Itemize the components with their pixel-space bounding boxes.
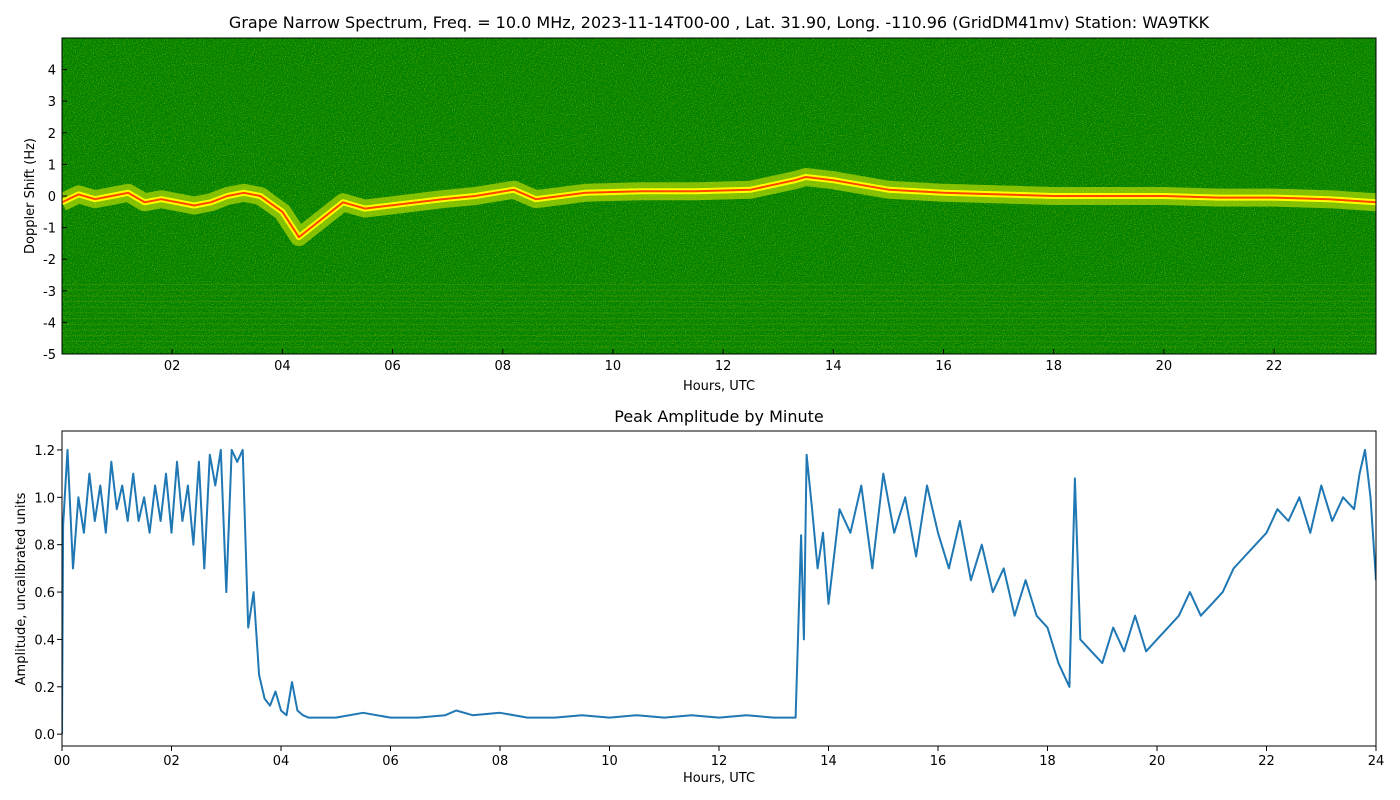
x-tick-label: 08 [492, 754, 509, 769]
x-tick-label: 04 [273, 754, 290, 769]
x-tick-label: 24 [1368, 754, 1385, 769]
amplitude-title: Peak Amplitude by Minute [614, 407, 824, 426]
x-tick-label: 18 [1039, 754, 1056, 769]
x-tick-label: 04 [274, 359, 291, 374]
y-tick-label: 0.4 [34, 633, 55, 648]
y-tick-label: -3 [43, 285, 56, 300]
y-tick-label: 2 [48, 127, 56, 142]
y-tick-label: 1.0 [34, 491, 55, 506]
y-tick-label: 0.8 [34, 539, 55, 554]
amplitude-panel: Peak Amplitude by Minute 00 02 04 06 08 10 12 1… [14, 407, 1384, 786]
spectrogram-noise-bands [62, 283, 1376, 348]
y-tick-label: -1 [43, 222, 56, 237]
y-tick-label: 0.0 [34, 728, 55, 743]
amplitude-x-ticks: 00 02 04 06 08 10 12 14 16 18 20 22 24 [54, 746, 1385, 769]
spectrogram-x-ticks: 02 04 06 08 10 12 14 16 18 20 22 [164, 349, 1282, 374]
amplitude-y-ticks: 0.0 0.2 0.4 0.6 0.8 1.0 1.2 [34, 444, 62, 743]
y-tick-label: 3 [48, 95, 56, 110]
y-tick-label: 0 [48, 190, 56, 205]
spectrogram-y-ticks: -5 -4 -3 -2 -1 0 1 2 3 4 [43, 64, 67, 363]
x-tick-label: 08 [494, 359, 511, 374]
y-tick-label: 1 [48, 158, 56, 173]
doppler-peak-line [62, 176, 1376, 239]
x-tick-label: 10 [601, 754, 618, 769]
x-tick-label: 16 [930, 754, 947, 769]
x-tick-label: 18 [1045, 359, 1062, 374]
y-tick-label: -2 [43, 253, 56, 268]
spectrogram-title: Grape Narrow Spectrum, Freq. = 10.0 MHz,… [229, 13, 1210, 32]
x-tick-label: 06 [384, 359, 401, 374]
x-tick-label: 06 [382, 754, 399, 769]
x-tick-label: 02 [163, 754, 180, 769]
x-tick-label: 14 [825, 359, 842, 374]
y-tick-label: -4 [43, 316, 56, 331]
amplitude-x-label: Hours, UTC [683, 771, 755, 786]
spectrogram-panel: Grape Narrow Spectrum, Freq. = 10.0 MHz,… [23, 13, 1377, 394]
x-tick-label: 14 [820, 754, 837, 769]
spectrogram-y-label: Doppler Shift (Hz) [23, 138, 38, 254]
x-tick-label: 16 [935, 359, 952, 374]
spectrogram-x-label: Hours, UTC [683, 379, 755, 394]
x-tick-label: 12 [711, 754, 728, 769]
y-tick-label: -5 [43, 348, 56, 363]
y-tick-label: 4 [48, 64, 56, 79]
x-tick-label: 02 [164, 359, 181, 374]
x-tick-label: 12 [715, 359, 732, 374]
x-tick-label: 10 [605, 359, 622, 374]
y-tick-label: 0.6 [34, 586, 55, 601]
x-tick-label: 22 [1258, 754, 1275, 769]
amplitude-series-line [62, 448, 1376, 735]
x-tick-label: 20 [1149, 754, 1166, 769]
x-tick-label: 20 [1156, 359, 1173, 374]
y-tick-label: 1.2 [34, 444, 55, 459]
x-tick-label: 00 [54, 754, 71, 769]
amplitude-y-label: Amplitude, uncalibrated units [14, 492, 29, 685]
x-tick-label: 22 [1266, 359, 1283, 374]
amplitude-plot-area [62, 431, 1376, 746]
y-tick-label: 0.2 [34, 681, 55, 696]
